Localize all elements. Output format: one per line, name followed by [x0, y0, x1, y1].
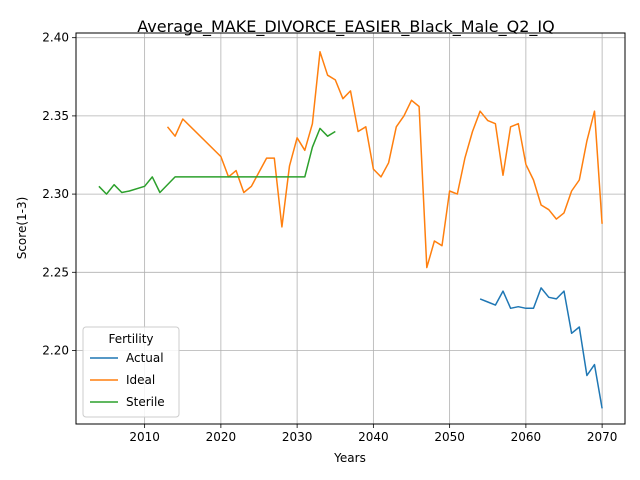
- legend-label-actual: Actual: [126, 351, 164, 365]
- x-tick-label: 2020: [206, 430, 237, 444]
- series-line-sterile: [98, 127, 336, 195]
- x-tick-label: 2040: [358, 430, 389, 444]
- y-axis-ticks: 2.20 2.25 2.30 2.35 2.40: [42, 31, 76, 357]
- x-tick-label: 2060: [511, 430, 542, 444]
- legend-entries: Actual Ideal Sterile: [90, 351, 165, 409]
- x-tick-label: 2050: [434, 430, 465, 444]
- x-axis-label: Years: [333, 451, 366, 465]
- plot-area-frame: [75, 32, 626, 425]
- legend-title: Fertility: [108, 332, 153, 346]
- y-tick-label: 2.40: [42, 31, 69, 45]
- y-tick-label: 2.20: [42, 343, 69, 357]
- x-tick-label: 2070: [587, 430, 618, 444]
- legend-label-sterile: Sterile: [126, 395, 165, 409]
- series-line-ideal: [166, 51, 603, 269]
- y-tick-label: 2.30: [42, 187, 69, 201]
- y-tick-label: 2.25: [42, 265, 69, 279]
- x-tick-label: 2010: [129, 430, 160, 444]
- x-axis-ticks: 2010 2020 2030 2040 2050 2060 2070: [129, 424, 617, 444]
- legend-box: [82, 326, 180, 418]
- x-tick-label: 2030: [282, 430, 313, 444]
- series-line-actual: [479, 287, 603, 409]
- y-axis-label: Score(1-3): [15, 197, 29, 260]
- chart-title: Average_MAKE_DIVORCE_EASIER_Black_Male_Q…: [137, 17, 554, 37]
- series-lines: [98, 51, 603, 409]
- legend-label-ideal: Ideal: [126, 373, 155, 387]
- y-tick-label: 2.35: [42, 109, 69, 123]
- legend: Fertility Actual Ideal Sterile: [82, 326, 180, 418]
